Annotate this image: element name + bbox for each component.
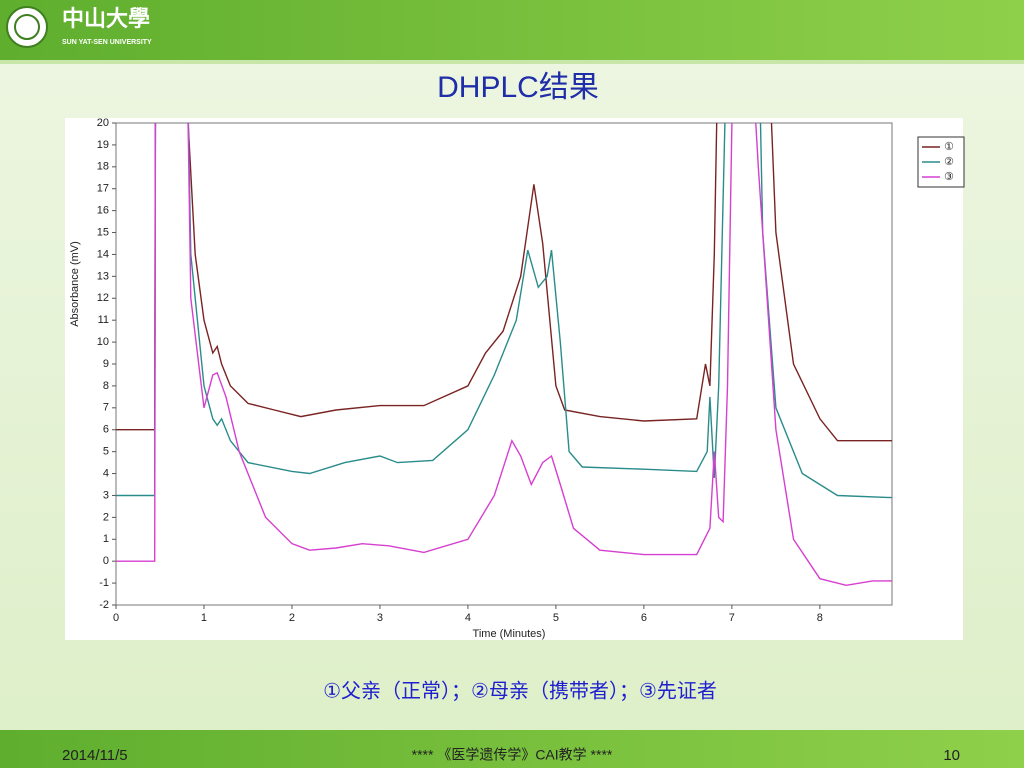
logo-text: 中山大學 — [62, 6, 150, 31]
x-tick-label: 1 — [201, 612, 207, 624]
y-tick-label: 17 — [97, 183, 109, 195]
y-tick-label: 15 — [97, 226, 109, 238]
footer-course: **** 《医学遗传学》CAI教学 **** — [412, 747, 613, 763]
x-tick-label: 3 — [377, 612, 383, 624]
caption: ①父亲（正常）；②母亲（携带者）；③先证者 — [323, 679, 717, 702]
slide-title: DHPLC结果 — [437, 71, 599, 104]
legend-label: ① — [944, 141, 954, 153]
y-axis-title: Absorbance (mV) — [69, 241, 81, 327]
x-tick-label: 5 — [553, 612, 559, 624]
y-tick-label: 9 — [103, 358, 109, 370]
y-tick-label: 16 — [97, 205, 109, 217]
x-tick-label: 2 — [289, 612, 295, 624]
legend-label: ② — [944, 156, 954, 168]
y-tick-label: 13 — [97, 270, 109, 282]
x-tick-label: 6 — [641, 612, 647, 624]
y-tick-label: 11 — [98, 314, 109, 326]
y-tick-label: 3 — [103, 489, 109, 501]
footer-page: 10 — [943, 747, 960, 764]
header-band — [0, 0, 1024, 60]
plot — [116, 123, 892, 587]
y-tick-label: -1 — [99, 577, 109, 589]
x-tick-label: 4 — [465, 612, 471, 624]
y-tick-label: 4 — [103, 467, 109, 479]
y-tick-label: 14 — [97, 248, 109, 260]
series-line — [116, 123, 892, 499]
plot-frame — [115, 122, 893, 606]
y-tick-label: 19 — [97, 139, 109, 151]
y-tick-label: 6 — [103, 424, 109, 436]
y-tick-label: 5 — [103, 446, 109, 458]
header-rule — [0, 60, 1024, 64]
x-tick-label: 7 — [729, 612, 735, 624]
y-tick-label: 7 — [103, 402, 109, 414]
series-line — [116, 123, 892, 587]
x-tick-label: 0 — [113, 612, 119, 624]
y-tick-label: 0 — [103, 555, 109, 567]
y-tick-label: 18 — [97, 161, 109, 173]
y-tick-label: 2 — [103, 511, 109, 523]
logo-emblem — [6, 6, 48, 48]
y-tick-label: 8 — [103, 380, 109, 392]
footer-band — [0, 730, 1024, 768]
logo-emblem-ring — [14, 14, 40, 40]
x-tick-label: 8 — [817, 612, 823, 624]
y-tick-label: 12 — [97, 292, 109, 304]
x-axis-title: Time (Minutes) — [473, 628, 546, 640]
y-tick-label: 20 — [97, 117, 109, 129]
y-tick-label: 1 — [103, 533, 109, 545]
logo-subtext: SUN YAT-SEN UNIVERSITY — [62, 39, 152, 46]
series-line — [116, 123, 892, 442]
y-tick-label: 10 — [97, 336, 109, 348]
legend-label: ③ — [944, 171, 954, 183]
footer-date: 2014/11/5 — [62, 747, 128, 764]
y-tick-label: -2 — [99, 599, 109, 611]
